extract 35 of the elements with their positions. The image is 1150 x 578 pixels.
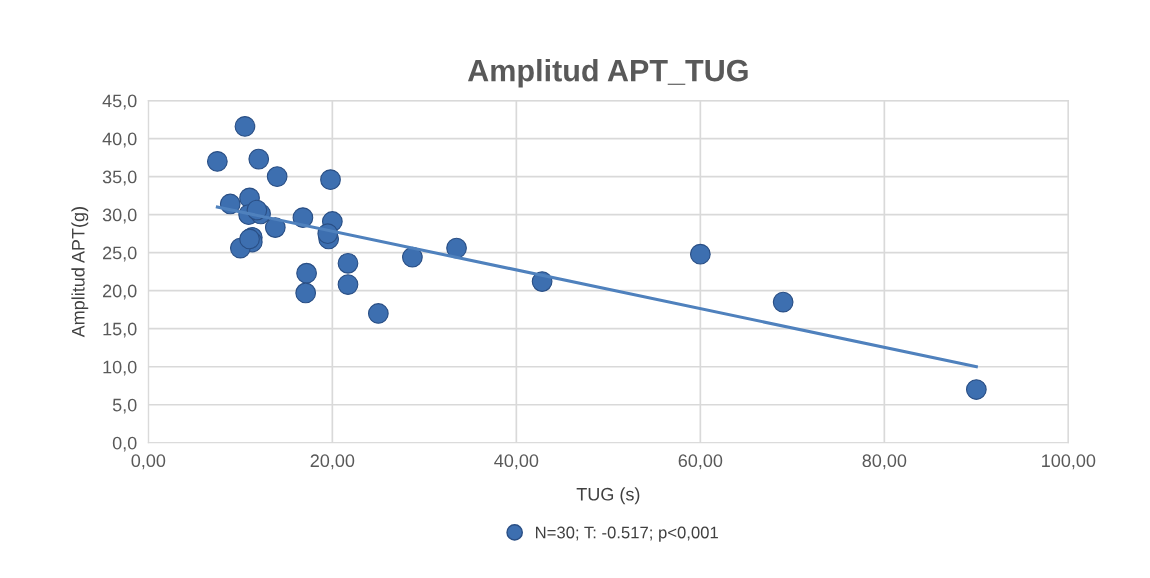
point bbox=[296, 262, 317, 284]
point bbox=[689, 243, 711, 265]
x-tick-label: 0,00 bbox=[131, 454, 166, 470]
point bbox=[248, 148, 270, 170]
y-tick-label: 35,0 bbox=[102, 170, 137, 186]
point bbox=[337, 274, 359, 295]
point bbox=[266, 166, 288, 187]
point bbox=[206, 151, 228, 172]
point bbox=[367, 303, 389, 324]
point bbox=[295, 282, 317, 304]
y-tick-label: 40,0 bbox=[102, 132, 137, 148]
point bbox=[965, 379, 987, 400]
x-axis-title: TUG (s) bbox=[576, 487, 640, 505]
y-axis-title: Amplitud APT(g) bbox=[71, 207, 89, 338]
y-tick-label: 15,0 bbox=[103, 322, 137, 338]
y-tick-label: 10,0 bbox=[103, 360, 137, 376]
legend-label: N=30; T: -0.517; p<0,001 bbox=[536, 526, 718, 542]
point bbox=[337, 252, 359, 274]
point bbox=[446, 237, 467, 259]
x-tick-label: 40,00 bbox=[494, 454, 539, 470]
y-tick-label: 25,0 bbox=[103, 246, 137, 262]
x-tick-label: 100,00 bbox=[1042, 454, 1096, 470]
y-tick-label: 20,0 bbox=[103, 284, 137, 300]
y-tick-label: 0,0 bbox=[112, 436, 137, 452]
point bbox=[234, 116, 256, 137]
y-tick-label: 30,0 bbox=[102, 208, 137, 224]
point bbox=[772, 291, 794, 313]
chart-title: Amplitud APT_TUG bbox=[467, 58, 748, 88]
point bbox=[320, 169, 341, 191]
x-tick-label: 60,00 bbox=[678, 454, 723, 470]
y-tick-label: 5,0 bbox=[112, 398, 137, 414]
y-tick-label: 45,0 bbox=[102, 94, 137, 110]
x-tick-label: 20,00 bbox=[310, 454, 355, 470]
x-tick-label: 80,00 bbox=[862, 454, 907, 470]
point bbox=[402, 246, 423, 268]
